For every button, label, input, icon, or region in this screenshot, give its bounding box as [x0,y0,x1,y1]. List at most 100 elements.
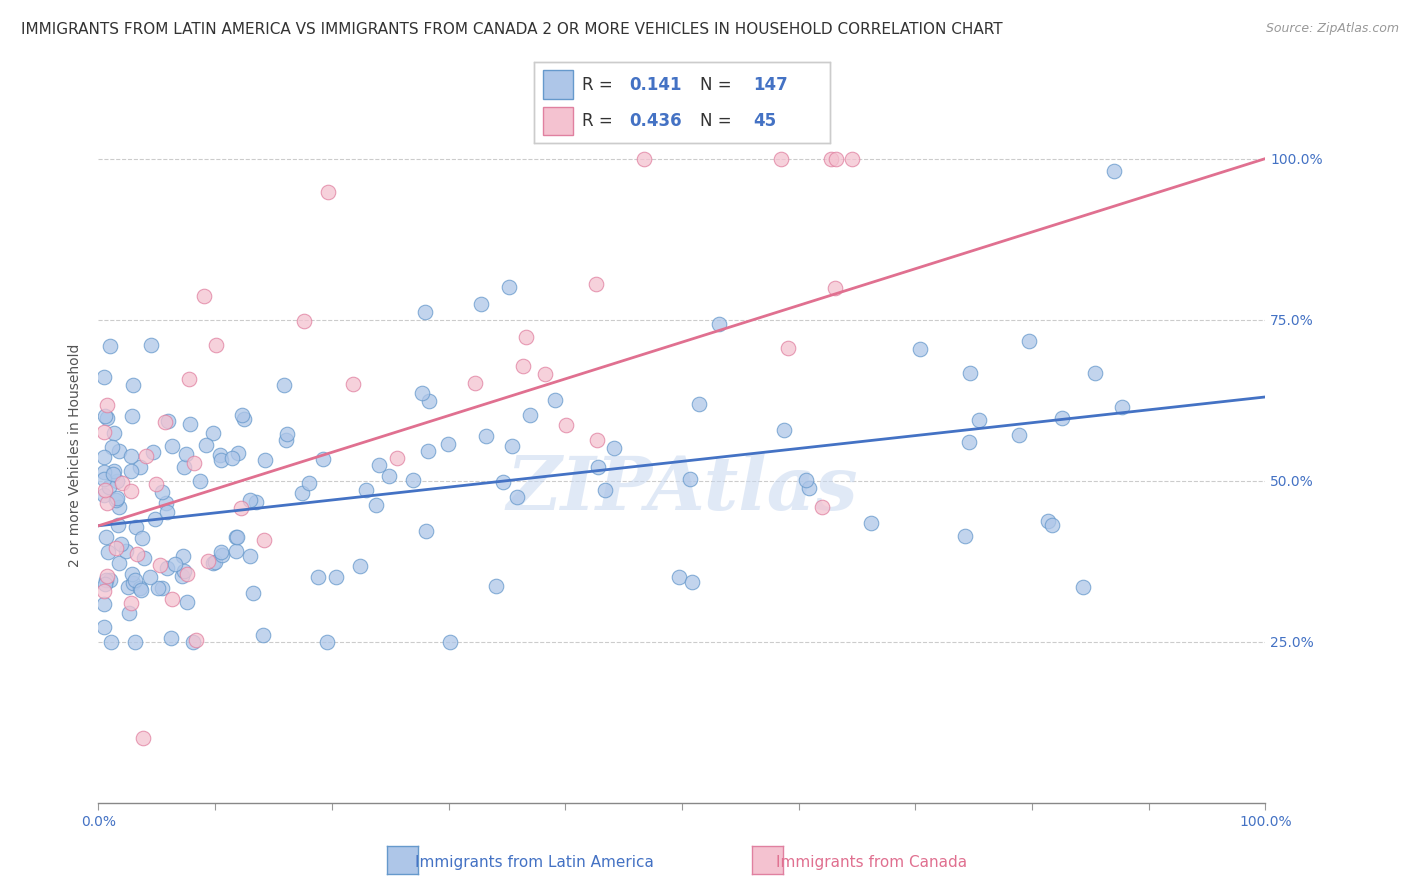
Point [820,152,842,166]
Text: IMMIGRANTS FROM LATIN AMERICA VS IMMIGRANTS FROM CANADA 2 OR MORE VEHICLES IN HO: IMMIGRANTS FROM LATIN AMERICA VS IMMIGRA… [21,22,1002,37]
Point [101,467,124,482]
Point [202,426,225,441]
Point [411,386,433,401]
Point [141,337,163,351]
Point [121,567,143,582]
Point [156,414,179,428]
Point [93,425,115,439]
Point [97,544,120,558]
Point [769,152,792,166]
Point [204,556,226,570]
Point [93,370,115,384]
Point [254,452,277,467]
Point [221,451,243,466]
Point [177,371,200,385]
Text: N =: N = [700,112,737,129]
Point [273,377,295,392]
Point [413,305,436,319]
Point [100,634,122,648]
Text: 0.141: 0.141 [628,76,682,94]
Point [197,554,219,568]
Point [799,481,821,495]
Point [96,569,118,583]
Text: 0.436: 0.436 [628,112,682,129]
Point [1038,515,1060,529]
Point [122,576,145,591]
Point [128,459,150,474]
Point [101,441,124,455]
Point [378,468,401,483]
Point [96,496,118,510]
Point [125,547,148,561]
Point [176,595,198,609]
Point [492,475,515,490]
Point [93,620,115,634]
Point [776,341,799,355]
Point [209,453,232,467]
Point [110,537,132,551]
Point [464,376,486,390]
Point [96,410,118,425]
Point [111,476,134,491]
Point [162,439,184,453]
Point [354,483,377,498]
Point [498,279,520,293]
Point [93,450,115,464]
Point [98,573,121,587]
Point [967,413,990,427]
Text: N =: N = [700,76,737,94]
Point [93,583,115,598]
Point [124,573,146,587]
Point [98,480,121,494]
Text: ZIPAtlas: ZIPAtlas [506,453,858,526]
Point [707,318,730,332]
Bar [543,70,572,99]
Point [957,435,980,450]
Point [145,477,167,491]
Point [131,531,153,545]
Point [125,519,148,533]
Point [103,425,125,440]
Point [105,491,128,505]
Point [173,564,195,578]
Point [325,570,347,584]
Text: Immigrants from Canada: Immigrants from Canada [776,855,967,870]
Bar [543,107,572,135]
Point [242,586,264,600]
Point [226,446,249,460]
Point [231,408,253,422]
Point [93,488,115,502]
Point [129,583,152,598]
Point [120,464,142,478]
Text: 45: 45 [752,112,776,129]
Point [103,464,125,478]
Point [193,288,215,302]
Point [120,449,142,463]
Point [146,581,169,595]
Point [156,505,179,519]
Point [93,466,115,480]
Point [156,560,179,574]
Point [186,633,208,648]
Point [155,415,177,429]
Point [94,530,117,544]
Point [253,533,276,547]
Point [294,314,316,328]
Point [229,501,252,516]
Point [117,580,139,594]
Point [139,570,162,584]
Point [437,437,460,451]
Point [93,483,115,497]
Point [195,438,218,452]
Point [252,628,274,642]
Point [1084,366,1107,380]
Point [108,444,131,458]
Point [416,443,439,458]
Point [150,581,173,595]
Point [179,417,201,431]
Point [586,459,609,474]
Point [204,338,226,352]
Point [165,558,187,572]
Text: Immigrants from Latin America: Immigrants from Latin America [415,855,654,870]
Point [131,731,153,746]
